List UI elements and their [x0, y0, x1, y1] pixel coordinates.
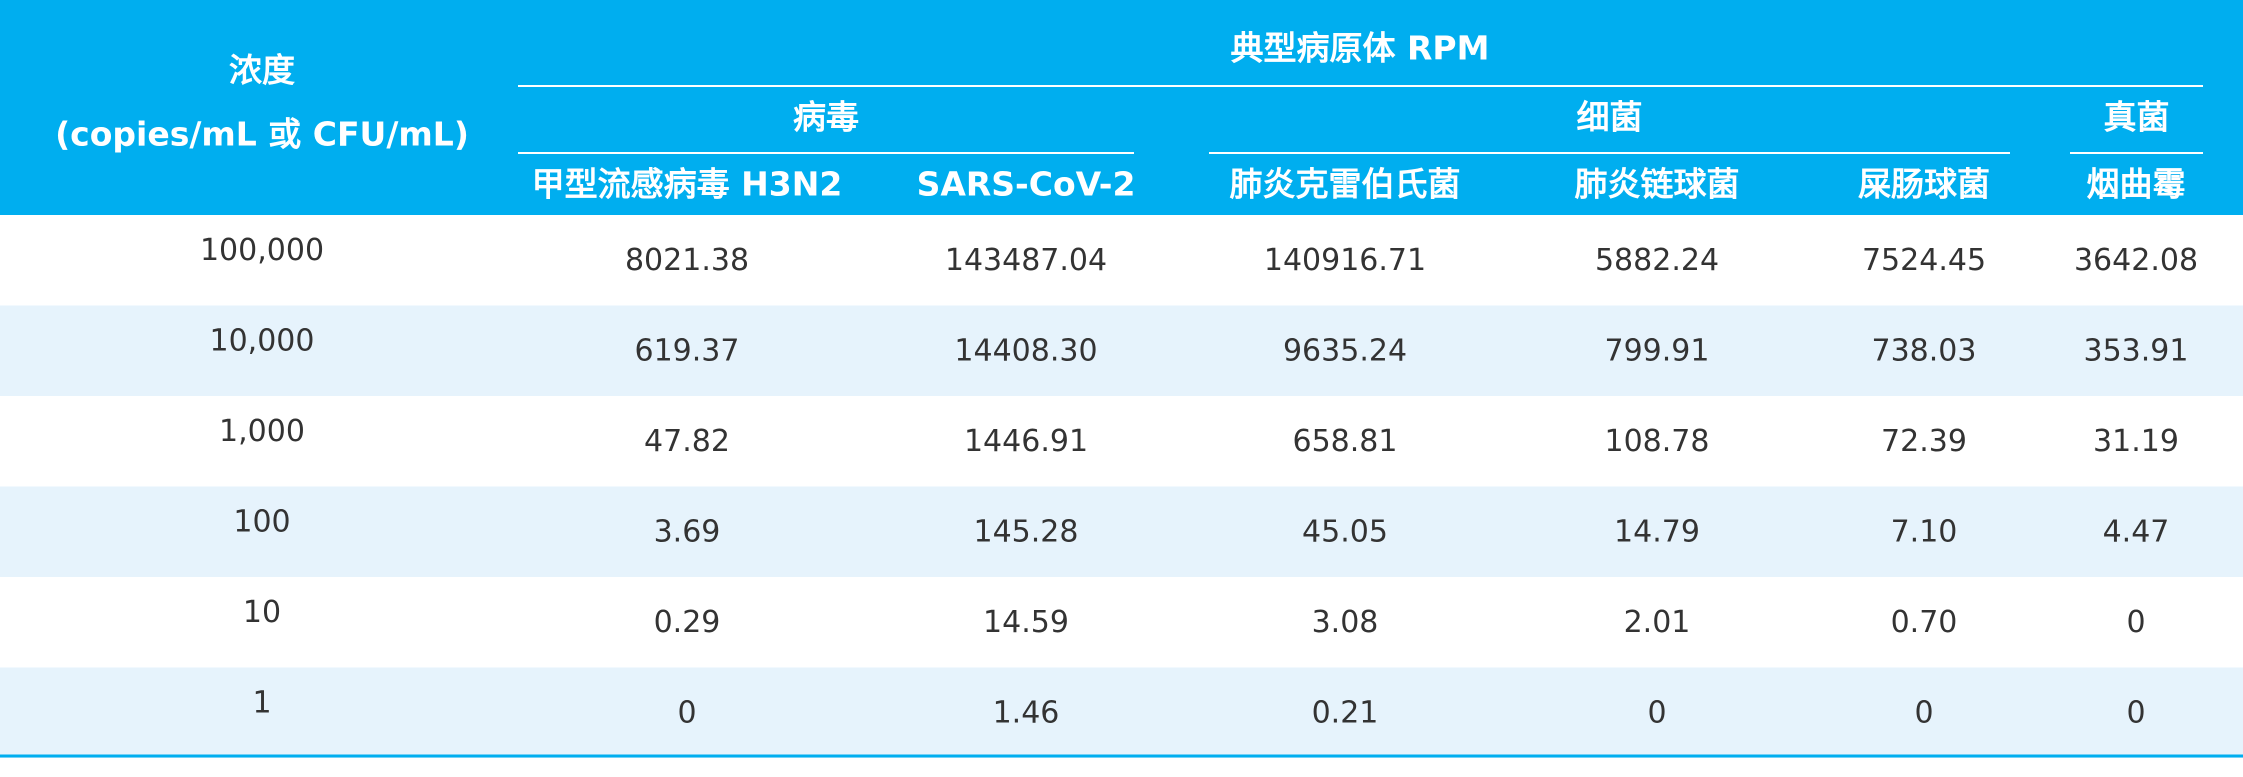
- rpm-cell: 45.05: [1302, 514, 1388, 549]
- concentration-cell: 1: [252, 685, 271, 720]
- rpm-cell: 0: [2126, 695, 2145, 730]
- rpm-cell: 0.70: [1891, 605, 1958, 640]
- rpm-cell: 143487.04: [945, 243, 1107, 278]
- rpm-cell: 1.46: [993, 695, 1060, 730]
- rpm-cell: 0: [1647, 695, 1666, 730]
- rpm-cell: 8021.38: [625, 243, 749, 278]
- rpm-cell: 658.81: [1293, 424, 1398, 459]
- rpm-cell: 0: [677, 695, 696, 730]
- concentration-cell: 10,000: [210, 323, 315, 358]
- header-title: 典型病原体 RPM: [1231, 29, 1490, 68]
- concentration-unit: (copies/mL 或 CFU/mL): [55, 115, 469, 154]
- rpm-cell: 0.29: [654, 605, 721, 640]
- rpm-cell: 145.28: [974, 514, 1079, 549]
- rpm-cell: 3.69: [654, 514, 721, 549]
- row-band: [0, 667, 2243, 758]
- rpm-cell: 0.21: [1312, 695, 1379, 730]
- rpm-cell: 14.59: [983, 605, 1069, 640]
- rpm-cell: 72.39: [1881, 424, 1967, 459]
- rpm-cell: 47.82: [644, 424, 730, 459]
- rpm-cell: 4.47: [2103, 514, 2170, 549]
- group-label: 细菌: [1577, 98, 1643, 137]
- rpm-cell: 1446.91: [964, 424, 1088, 459]
- rpm-cell: 3642.08: [2074, 243, 2198, 278]
- rpm-cell: 108.78: [1605, 424, 1710, 459]
- header-bg: [0, 0, 2243, 215]
- column-header: 甲型流感病毒 H3N2: [532, 165, 843, 204]
- concentration-cell: 100,000: [200, 233, 324, 268]
- column-header: 肺炎链球菌: [1575, 165, 1740, 204]
- rpm-cell: 353.91: [2084, 333, 2189, 368]
- group-label: 病毒: [793, 98, 859, 137]
- concentration-label: 浓度: [229, 51, 295, 90]
- rpm-cell: 738.03: [1872, 333, 1977, 368]
- group-label: 真菌: [2104, 98, 2170, 137]
- column-header: 肺炎克雷伯氏菌: [1230, 165, 1461, 204]
- rpm-cell: 7.10: [1891, 514, 1958, 549]
- column-header: 屎肠球菌: [1858, 165, 1990, 204]
- column-header: SARS-CoV-2: [917, 165, 1136, 204]
- column-header: 烟曲霉: [2087, 165, 2186, 204]
- rpm-cell: 799.91: [1605, 333, 1710, 368]
- rpm-cell: 0: [1914, 695, 1933, 730]
- concentration-cell: 100: [233, 504, 290, 539]
- rpm-cell: 2.01: [1624, 605, 1691, 640]
- rpm-cell: 14.79: [1614, 514, 1700, 549]
- rpm-cell: 140916.71: [1264, 243, 1426, 278]
- rpm-cell: 9635.24: [1283, 333, 1407, 368]
- rpm-cell: 0: [2126, 605, 2145, 640]
- concentration-cell: 1,000: [219, 414, 305, 449]
- rpm-cell: 7524.45: [1862, 243, 1986, 278]
- row-band: [0, 305, 2243, 396]
- rpm-cell: 31.19: [2093, 424, 2179, 459]
- rpm-cell: 5882.24: [1595, 243, 1719, 278]
- row-band: [0, 486, 2243, 577]
- rpm-cell: 619.37: [635, 333, 740, 368]
- rpm-cell: 3.08: [1312, 605, 1379, 640]
- rpm-cell: 14408.30: [954, 333, 1097, 368]
- concentration-cell: 10: [243, 595, 281, 630]
